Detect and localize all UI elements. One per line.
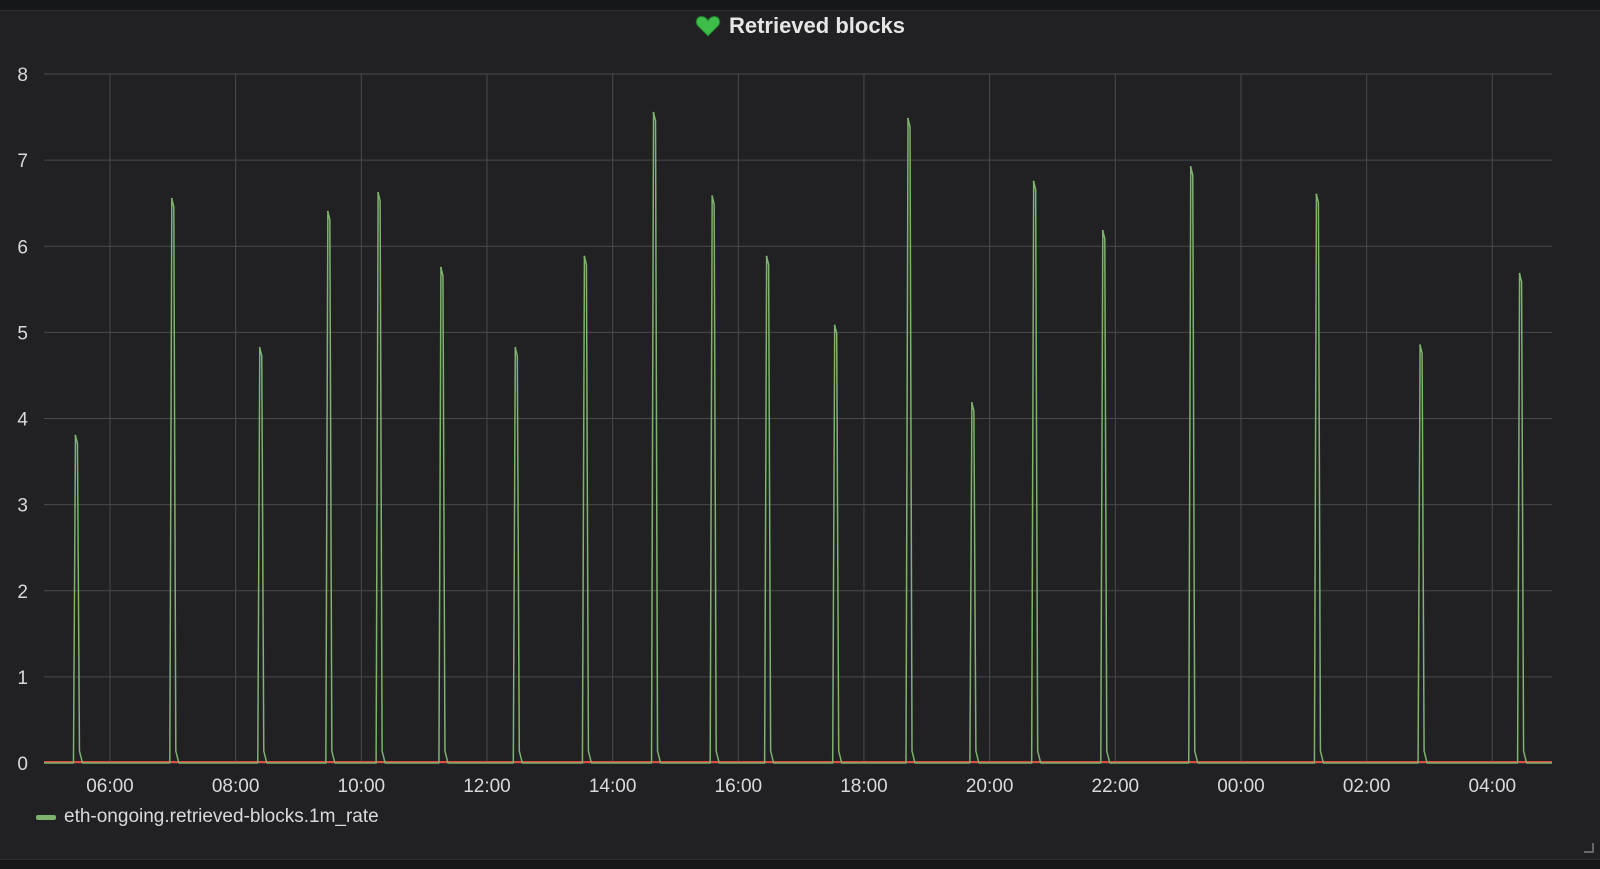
x-tick-label: 00:00 (1217, 776, 1265, 797)
panel-title: Retrieved blocks (728, 13, 906, 38)
panel-title-wrap[interactable]: Retrieved blocks (695, 13, 905, 39)
spike-peak-point[interactable] (74, 434, 77, 437)
x-tick-label: 12:00 (463, 776, 511, 797)
x-axis: 06:00 08:00 10:00 12:00 14:00 16:00 18:00 20:00… (86, 776, 1516, 797)
x-tick-label: 20:00 (966, 776, 1014, 797)
spike-peak-point[interactable] (907, 117, 910, 120)
spike-peak-point[interactable] (711, 195, 714, 198)
spike-peak-point[interactable] (652, 111, 655, 114)
y-tick-label: 6 (17, 237, 28, 258)
spike-peak-point[interactable] (514, 346, 517, 349)
spike-peak-point[interactable] (1032, 180, 1035, 183)
x-tick-label: 16:00 (715, 776, 763, 797)
x-tick-label: 04:00 (1469, 776, 1517, 797)
y-tick-label: 4 (17, 410, 28, 431)
series-line[interactable] (44, 112, 1552, 764)
y-axis: 0 1 2 3 4 5 6 7 8 (17, 65, 28, 775)
spike-peak-point[interactable] (170, 197, 173, 200)
spike-peak-point[interactable] (377, 191, 380, 194)
heart-icon (695, 15, 721, 37)
y-tick-label: 0 (17, 754, 28, 775)
y-tick-label: 3 (17, 496, 28, 517)
spike-peak-point[interactable] (326, 210, 329, 213)
chart-grid (44, 73, 1552, 764)
legend[interactable]: eth-ongoing.retrieved-blocks.1m_rate (36, 806, 379, 828)
x-tick-label: 02:00 (1343, 776, 1391, 797)
spike-peak-point[interactable] (765, 255, 768, 258)
series-layer (44, 111, 1552, 764)
spike-peak-point[interactable] (439, 266, 442, 269)
spike-peak-point[interactable] (258, 346, 261, 349)
spike-peak-point[interactable] (583, 255, 586, 258)
y-tick-label: 2 (17, 582, 28, 603)
panel-header[interactable]: Retrieved blocks (0, 11, 1600, 41)
x-tick-label: 14:00 (589, 776, 637, 797)
spike-peak-point[interactable] (1419, 344, 1422, 347)
graph-panel (0, 10, 1600, 860)
x-tick-label: 18:00 (840, 776, 888, 797)
legend-swatch (36, 814, 56, 820)
y-tick-label: 5 (17, 323, 28, 344)
spike-peak-point[interactable] (970, 401, 973, 404)
spike-peak-point[interactable] (1315, 193, 1318, 196)
y-tick-label: 1 (17, 668, 28, 689)
spike-peak-point[interactable] (1518, 272, 1521, 275)
x-tick-label: 08:00 (212, 776, 260, 797)
spike-peak-point[interactable] (1101, 229, 1104, 232)
spike-peak-point[interactable] (1189, 166, 1192, 169)
legend-label[interactable]: eth-ongoing.retrieved-blocks.1m_rate (64, 806, 379, 827)
y-tick-label: 7 (17, 151, 28, 172)
x-tick-label: 22:00 (1092, 776, 1140, 797)
resize-handle[interactable] (1584, 843, 1594, 853)
y-tick-label: 8 (17, 65, 28, 86)
x-tick-label: 06:00 (86, 776, 134, 797)
spike-peak-point[interactable] (833, 324, 836, 327)
x-tick-label: 10:00 (338, 776, 386, 797)
